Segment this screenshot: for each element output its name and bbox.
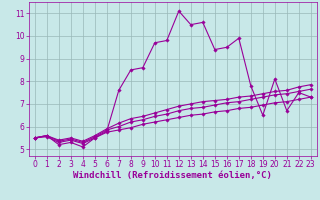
- X-axis label: Windchill (Refroidissement éolien,°C): Windchill (Refroidissement éolien,°C): [73, 171, 272, 180]
